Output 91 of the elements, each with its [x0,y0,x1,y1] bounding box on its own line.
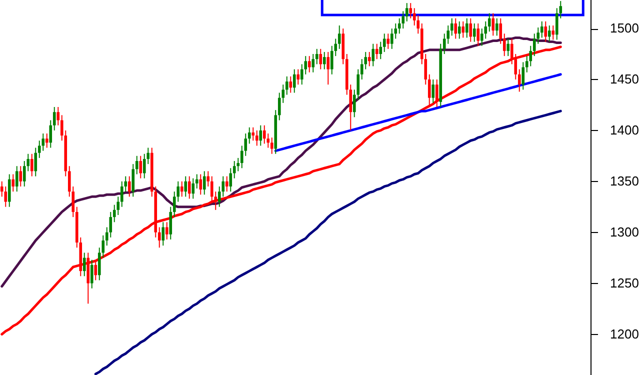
candlestick [315,48,318,65]
candlestick [165,222,168,240]
candlestick [120,180,124,208]
candlestick [379,41,382,60]
candlestick [139,155,142,179]
candlestick [270,137,274,154]
candlestick [132,164,135,198]
candlestick [312,54,315,73]
candlestick [386,33,390,50]
candlestick [428,74,431,106]
candlestick [292,68,296,94]
candlestick [255,130,258,146]
candlestick [289,76,292,94]
candlestick [192,178,195,200]
candlestick [495,18,498,36]
candlestick [432,78,435,104]
candlestick [232,160,236,179]
candlestick [522,62,525,90]
y-tick-label: 1250 [610,275,639,290]
candlestick [30,153,34,177]
candlestick [12,174,15,192]
candlestick [405,2,408,22]
candlestick [435,78,438,108]
candlestick [469,18,472,42]
candlestick [252,126,255,142]
y-tick-label: 1400 [610,122,639,138]
candlestick [476,22,480,46]
candlestick [322,51,326,70]
y-tick-label: 1450 [610,72,639,87]
y-tick-label: 1500 [610,20,639,36]
candlestick [56,106,60,126]
candlestick [472,22,476,42]
candlestick [492,12,495,36]
candlestick [458,20,461,40]
candlestick [488,12,491,32]
candlestick [128,176,131,198]
candlestick [158,226,161,248]
candlestick [202,170,206,196]
candlestick [518,68,521,92]
y-tick-label: 1350 [610,174,639,189]
candlestick [450,18,454,36]
candlestick [206,170,210,187]
candlestick [195,174,198,190]
candlestick [135,155,138,175]
candlestick [548,24,551,42]
candlestick [465,18,468,38]
candlestick [409,2,412,19]
candlestick [296,68,300,86]
candlestick [8,174,11,208]
candlestick [319,48,322,70]
candlestick [225,176,228,192]
candlestick [90,259,94,289]
candlestick [502,33,506,57]
candlestick [34,147,38,177]
candlestick [15,166,18,192]
candlestick [544,20,548,42]
candlestick [454,18,458,40]
candlestick [169,206,172,240]
candlestick [506,38,510,57]
candlestick [4,186,8,208]
candlestick [180,180,184,198]
candlestick [229,168,232,192]
candlestick [188,176,191,200]
candlestick [199,174,202,196]
candlestick [402,10,405,30]
candlestick [462,20,465,38]
candlestick [162,222,165,246]
candlestick [285,76,288,96]
candlestick [45,132,48,148]
candlestick [375,43,378,60]
candlestick [338,24,341,50]
candlestick [94,259,98,281]
candlestick [368,51,371,67]
candlestick [82,252,86,277]
candlestick [49,120,52,148]
candlestick [52,106,56,131]
candlestick [499,18,502,44]
candlestick [19,166,22,187]
candlestick [372,43,375,67]
candlestick [552,24,555,40]
candlestick [248,126,251,144]
line-series [94,110,562,375]
candlestick [540,20,544,38]
candlestick [382,33,386,52]
candlestick [262,124,266,144]
candlestick [259,124,262,146]
y-tick-label: 1300 [610,224,639,240]
candlestick [326,51,330,86]
y-tick-label: 1200 [610,326,639,342]
candlestick [308,56,311,73]
candlestick [184,176,188,198]
